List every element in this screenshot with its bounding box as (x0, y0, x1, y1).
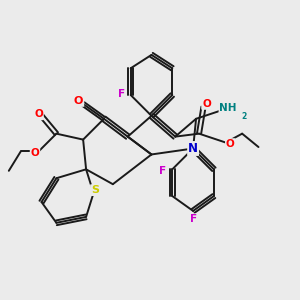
Text: N: N (188, 142, 198, 155)
Text: F: F (190, 214, 197, 224)
Text: F: F (159, 166, 166, 176)
Text: S: S (91, 185, 99, 195)
Text: F: F (118, 88, 125, 98)
Text: O: O (74, 96, 83, 106)
Text: O: O (34, 109, 43, 119)
Text: 2: 2 (241, 112, 247, 121)
Text: O: O (31, 148, 39, 158)
Text: NH: NH (219, 103, 237, 113)
Text: O: O (226, 139, 235, 149)
Text: O: O (202, 99, 211, 109)
